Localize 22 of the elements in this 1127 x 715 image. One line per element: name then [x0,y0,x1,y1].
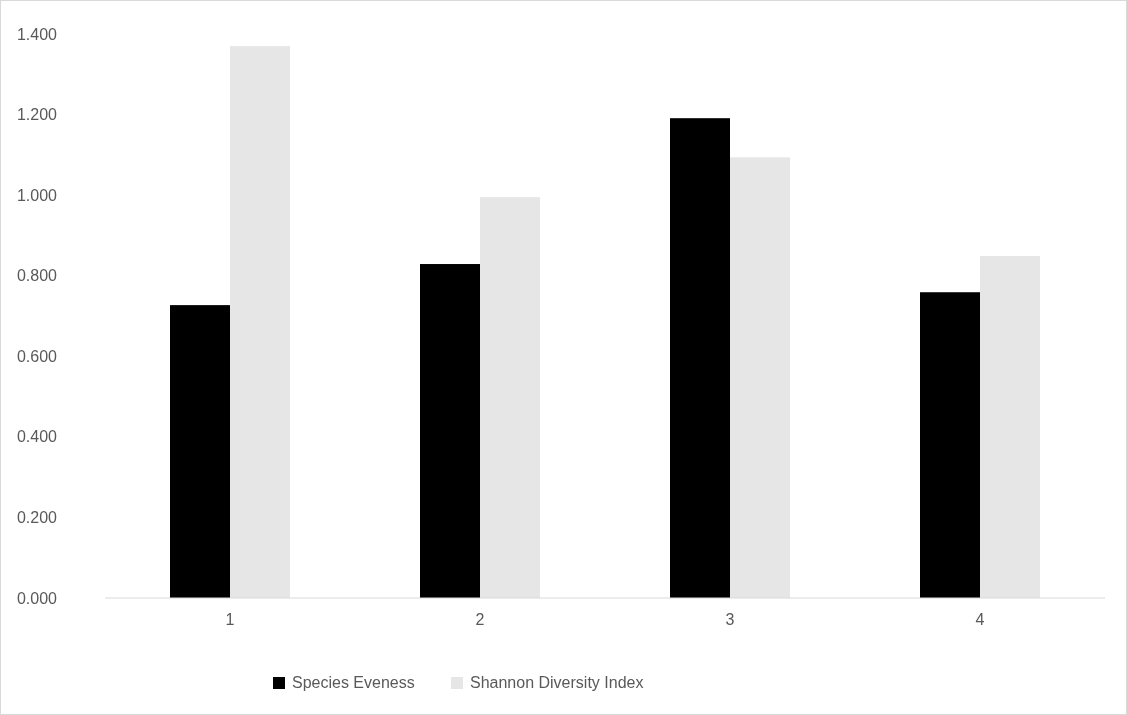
bar [230,46,290,598]
y-tick-label: 0.600 [16,347,58,365]
bar [480,197,540,598]
y-tick-label: 0.200 [16,509,58,527]
y-tick-label: 0.400 [16,428,58,446]
x-tick-label: 2 [475,611,485,628]
bar [670,118,730,598]
y-tick-label: 0.800 [16,267,58,285]
y-tick-label: 1.200 [16,106,58,124]
x-tick-label: 3 [725,611,735,628]
legend-label: Shannon Diversity Index [470,674,644,691]
bar [170,305,230,598]
x-tick-label: 1 [225,611,235,628]
x-tick-label: 4 [975,611,985,628]
bar [980,255,1040,598]
bar [730,157,790,598]
y-tick-label: 1.400 [16,25,58,43]
bar [420,264,480,598]
y-tick-label: 1.000 [16,186,58,204]
y-tick-label: 0.000 [16,589,58,607]
legend-label: Species Eveness [292,674,415,691]
bar [920,292,980,598]
